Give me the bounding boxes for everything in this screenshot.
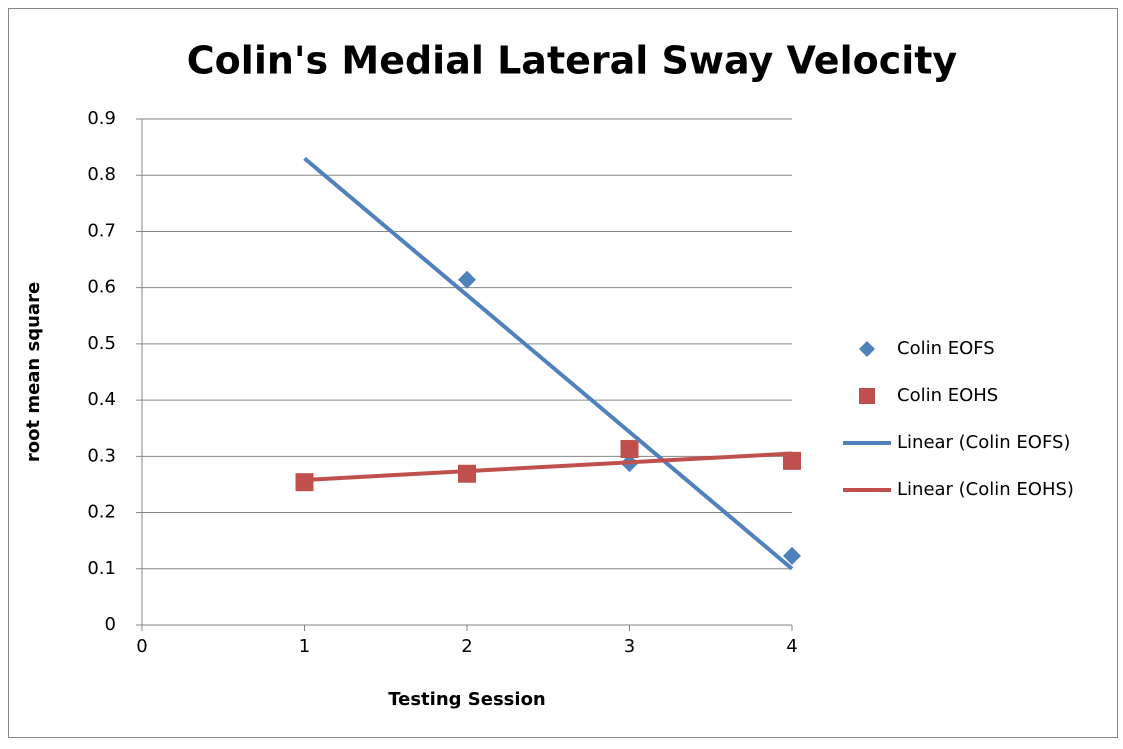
y-tick-label: 0 xyxy=(105,614,116,635)
x-tick-label: 1 xyxy=(299,636,310,657)
y-tick-label: 0.2 xyxy=(87,502,116,523)
marker xyxy=(783,546,801,565)
x-axis-label: Testing Session xyxy=(388,689,546,710)
trend-line xyxy=(304,451,793,482)
marker xyxy=(295,473,314,492)
trend-line xyxy=(303,156,794,571)
y-tick-label: 0.6 xyxy=(87,277,116,298)
marker xyxy=(783,451,801,470)
marker xyxy=(458,464,476,483)
y-tick-label: 0.4 xyxy=(87,389,116,410)
y-tick-label: 0.1 xyxy=(87,558,116,579)
y-tick-label: 0.7 xyxy=(87,220,116,241)
x-tick-label: 3 xyxy=(624,636,635,657)
chart-border xyxy=(8,8,1118,738)
x-tick-label: 0 xyxy=(136,636,147,657)
y-tick-label: 0.5 xyxy=(87,333,116,354)
legend-label: Colin EOHS xyxy=(897,385,998,406)
y-tick-label: 0.8 xyxy=(87,164,116,185)
y-tick-label: 0.9 xyxy=(87,108,116,129)
y-axis-label: root mean square xyxy=(23,282,44,462)
marker xyxy=(859,341,875,357)
chart-title: Colin's Medial Lateral Sway Velocity xyxy=(187,39,958,83)
y-tick-label: 0.3 xyxy=(87,445,116,466)
marker xyxy=(620,440,639,459)
marker xyxy=(859,388,875,404)
legend-label: Linear (Colin EOFS) xyxy=(897,432,1070,453)
legend-label: Linear (Colin EOHS) xyxy=(897,479,1074,500)
x-tick-label: 2 xyxy=(461,636,472,657)
legend-label: Colin EOFS xyxy=(897,338,995,359)
x-tick-label: 4 xyxy=(786,636,797,657)
marker xyxy=(458,270,476,289)
